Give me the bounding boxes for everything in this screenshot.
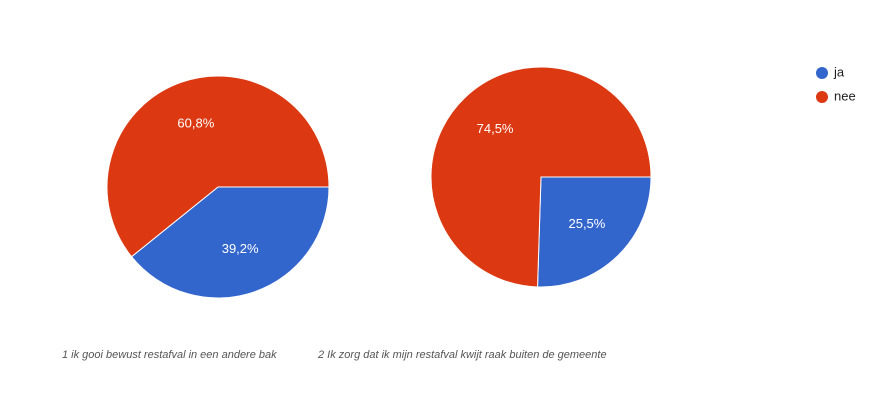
legend-marker [816, 91, 828, 103]
legend-label: nee [834, 88, 856, 103]
slice-label: 74,5% [477, 121, 514, 136]
chart-caption: 2 Ik zorg dat ik mijn restafval kwijt ra… [317, 349, 607, 361]
pie-slice [537, 176, 652, 288]
chart-caption: 1 ik gooi bewust restafval in een andere… [62, 349, 277, 361]
pie-slice [430, 66, 652, 288]
pie-slice [106, 75, 330, 258]
legend-marker [816, 67, 828, 79]
slice-label: 25,5% [568, 216, 605, 231]
pie-slice [130, 186, 330, 299]
slice-label: 60,8% [177, 116, 214, 131]
slice-label: 39,2% [222, 241, 259, 256]
legend-label: ja [833, 64, 845, 79]
